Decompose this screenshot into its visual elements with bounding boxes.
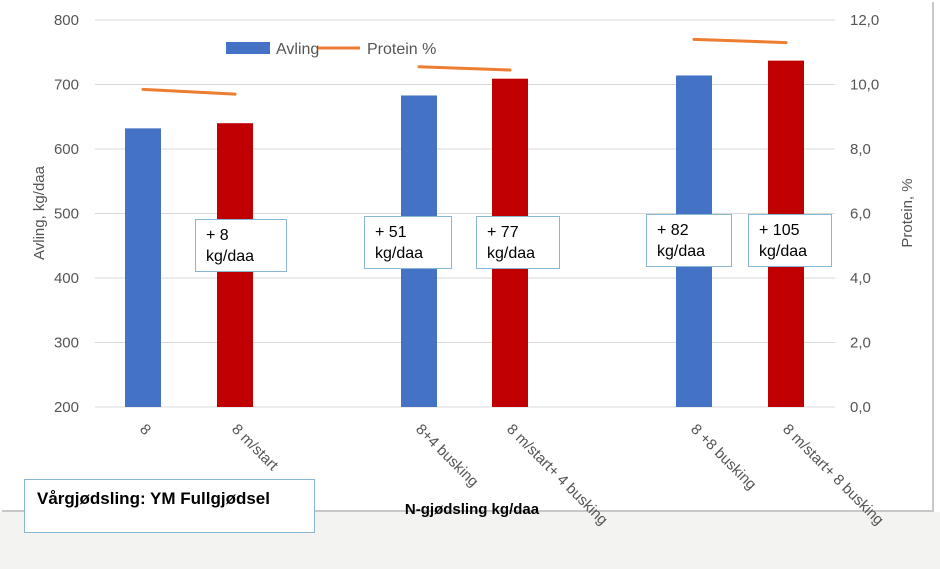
legend-label-avling: Avling [276,41,319,58]
y2-tick-label: 0,0 [850,399,871,416]
y2-tick-label: 10,0 [850,77,879,94]
annotation-line2: kg/daa [487,245,536,262]
y-tick-label: 200 [54,399,79,416]
info-box: Vårgjødsling: YM Fullgjødsel [24,479,315,533]
annotation-line1: + 51 [375,224,407,241]
x-tick-label: 8 +8 busking [687,421,759,493]
legend: Avling Protein % [226,41,436,58]
y-tick-label: 700 [54,77,79,94]
x-tick-label: 8 m/start [228,421,282,475]
annotation-box: + 77 kg/daa [476,216,560,269]
y2-tick-label: 2,0 [850,335,871,352]
annotation-line2: kg/daa [759,243,808,260]
y2-tick-label: 12,0 [850,12,879,29]
annotation-line2: kg/daa [375,245,424,262]
y2-tick-label: 4,0 [850,270,871,287]
x-tick-label: 8 m/start+ 8 busking [779,421,887,529]
y2-tick-label: 6,0 [850,206,871,223]
y-tick-label: 600 [54,141,79,158]
annotation-line1: + 105 [759,222,800,239]
chart-frame [2,2,934,512]
y2-axis-title: Protein, % [899,178,916,247]
y-tick-label: 500 [54,206,79,223]
y-axis-title: Avling, kg/daa [31,165,48,260]
x-tick-label: 8+4 busking [412,421,482,491]
x-tick-label: 8 [136,421,154,439]
annotation-box: + 51 kg/daa [364,216,452,269]
y-axis-ticks: 200 300 400 500 600 700 800 [54,12,79,416]
annotation-line1: + 82 [657,222,689,239]
legend-swatch-avling [226,42,270,54]
protein-line-segment [417,65,512,72]
annotation-box: + 8 kg/daa [195,219,287,272]
y-tick-label: 400 [54,270,79,287]
legend-label-protein: Protein % [367,41,436,58]
protein-lines [141,37,788,96]
annotation-line1: + 8 [206,227,229,244]
protein-line-segment [692,37,788,45]
annotation-box: + 82 kg/daa [646,214,732,267]
y-tick-label: 300 [54,335,79,352]
protein-line-segment [141,87,237,96]
annotation-line2: kg/daa [206,248,255,265]
y2-axis-ticks: 0,0 2,0 4,0 6,0 8,0 10,0 12,0 [850,12,879,416]
bar [125,128,161,408]
y2-tick-label: 8,0 [850,141,871,158]
annotation-line1: + 77 [487,224,519,241]
annotation-box: + 105 kg/daa [748,214,832,267]
x-axis-title: N-gjødsling kg/daa [405,501,540,518]
annotation-line2: kg/daa [657,243,706,260]
y-tick-label: 800 [54,12,79,29]
